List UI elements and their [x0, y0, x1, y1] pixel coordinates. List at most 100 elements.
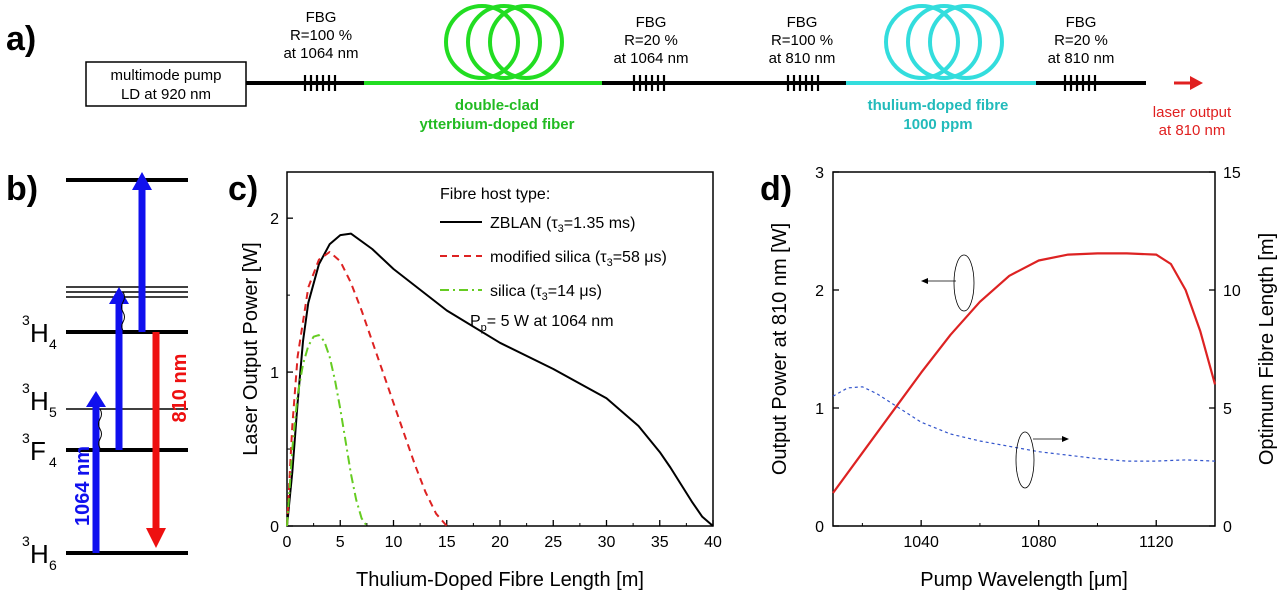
pump-wavelength-label: 1064 nm	[72, 446, 94, 526]
level-label-3h5: 3 H 5	[22, 380, 57, 420]
fbg4-line2: R=20 %	[1054, 32, 1108, 49]
svg-text:3: 3	[22, 312, 30, 328]
plot-c-series-modified-silica	[286, 251, 448, 527]
fbg3-line2: R=100 %	[771, 32, 833, 49]
panel-label-d: d)	[760, 170, 792, 208]
energy-levels	[66, 178, 188, 555]
pump-power-annotation: Pp= 5 W at 1064 nm	[470, 313, 614, 334]
plot-c-xtick-label: 35	[651, 534, 669, 551]
plot-d-ylabel: Output Power at 810 nm [W]	[769, 223, 791, 475]
fbg-4: FBG R=20 % at 810 nm	[1048, 14, 1115, 91]
plot-c-series	[286, 232, 714, 527]
plot-d-ytick-label: 0	[815, 519, 824, 536]
svg-text:3: 3	[22, 533, 30, 549]
svg-text:F: F	[30, 436, 46, 466]
plot-c-xtick-label: 10	[385, 534, 403, 551]
laser-wavelength-label: 810 nm	[169, 354, 191, 423]
relaxation-squiggles	[98, 291, 125, 451]
panel-label-b: b)	[6, 170, 38, 208]
level-label-3f4: 3 F 4	[22, 430, 57, 470]
plot-c-legend: Fibre host type: ZBLAN (τ3=1.35 ms) modi…	[440, 186, 667, 334]
plot-d-series	[832, 252, 1217, 494]
axis-indicator-right	[1015, 431, 1069, 489]
fbg1-line1: FBG	[306, 9, 337, 26]
laser-arrow	[146, 332, 166, 548]
svg-text:4: 4	[49, 454, 57, 470]
fbg2-line1: FBG	[636, 14, 667, 31]
plot-d-ytick-label: 3	[815, 165, 824, 182]
plot-d-xtick-label: 1120	[1139, 534, 1174, 551]
plot-d-y2tick-label: 0	[1223, 519, 1232, 536]
fbg3-line1: FBG	[787, 14, 818, 31]
plot-c-series-silica	[286, 334, 368, 527]
fbg2-line2: R=20 %	[624, 32, 678, 49]
svg-text:6: 6	[49, 557, 57, 573]
plot-d-series-output-power	[832, 252, 1217, 494]
pump-box-line1: multimode pump	[111, 67, 222, 84]
svg-text:H: H	[30, 386, 49, 416]
plot-c-xtick-label: 5	[336, 534, 345, 551]
fbg-2: FBG R=20 % at 1064 nm	[613, 14, 689, 91]
plot-d-ticks: 1040 1080 1120 0 1 2 3 0 5 10 15	[815, 165, 1241, 551]
svg-text:4: 4	[49, 336, 57, 352]
axis-indicator-left	[921, 254, 975, 312]
plot-d-y2tick-label: 15	[1223, 165, 1241, 182]
plot-c-ylabel: Laser Output Power [W]	[240, 242, 262, 455]
plot-c-series-zblan	[286, 232, 714, 527]
plot-c-xtick-label: 40	[704, 534, 722, 551]
fbg2-line3: at 1064 nm	[613, 50, 688, 67]
plot-c-xlabel: Thulium-Doped Fibre Length [m]	[356, 569, 644, 591]
legend-silica: silica (τ3=14 μs)	[490, 283, 602, 303]
level-label-3h4: 3 H 4	[22, 312, 57, 352]
plot-c-xtick-label: 0	[283, 534, 292, 551]
plot-d-xlabel: Pump Wavelength [μm]	[920, 569, 1128, 591]
panel-label-a: a)	[6, 20, 36, 58]
svg-text:H: H	[30, 318, 49, 348]
plot-d-y2label: Optimum Fibre Length [m]	[1256, 233, 1278, 465]
svg-text:3: 3	[22, 380, 30, 396]
svg-text:H: H	[30, 539, 49, 569]
output-line1: laser output	[1153, 104, 1232, 121]
plot-c-ytick-label: 2	[270, 211, 279, 228]
fbg4-line1: FBG	[1066, 14, 1097, 31]
plot-c-ytick-label: 1	[270, 365, 279, 382]
yb-fibre-line1: double-clad	[455, 97, 539, 114]
laser-output-arrow	[1174, 76, 1203, 90]
thulium-fibre-coil	[884, 4, 1004, 80]
svg-text:5: 5	[49, 404, 57, 420]
panel-label-c: c)	[228, 170, 258, 208]
plot-c-xtick-label: 30	[598, 534, 616, 551]
ytterbium-fibre-coil	[444, 4, 564, 80]
tm-fibre-line1: thulium-doped fibre	[868, 97, 1009, 114]
fbg4-line3: at 810 nm	[1048, 50, 1115, 67]
plot-d-ytick-label: 2	[815, 283, 824, 300]
legend-title: Fibre host type:	[440, 186, 550, 203]
plot-c-xtick-label: 20	[491, 534, 509, 551]
plot-d-series-fibre-length	[832, 386, 1216, 462]
pump-arrows	[86, 172, 152, 553]
yb-fibre-line2: ytterbium-doped fiber	[419, 116, 574, 133]
legend-modified-silica: modified silica (τ3=58 μs)	[490, 249, 667, 269]
pump-box-line2: LD at 920 nm	[121, 86, 211, 103]
fbg-1: FBG R=100 % at 1064 nm	[283, 9, 359, 91]
tm-fibre-line2: 1000 ppm	[903, 116, 972, 133]
plot-d-ytick-label: 1	[815, 401, 824, 418]
svg-text:3: 3	[22, 430, 30, 446]
fbg3-line3: at 810 nm	[769, 50, 836, 67]
output-line2: at 810 nm	[1159, 122, 1226, 139]
plot-d-xtick-label: 1040	[903, 534, 939, 551]
plot-c-xtick-label: 15	[438, 534, 456, 551]
plot-d-frame	[832, 171, 1216, 527]
plot-d-y2tick-label: 10	[1223, 283, 1241, 300]
legend-zblan: ZBLAN (τ3=1.35 ms)	[490, 215, 635, 235]
fbg1-line3: at 1064 nm	[283, 45, 358, 62]
fbg1-line2: R=100 %	[290, 27, 352, 44]
plot-d-xtick-label: 1080	[1021, 534, 1057, 551]
plot-c-ticks: 0 5 10 15 20 25 30 35 40 0 1 2	[270, 211, 722, 551]
fbg-3: FBG R=100 % at 810 nm	[769, 14, 836, 91]
plot-c-ytick-label: 0	[270, 519, 279, 536]
plot-d-y2tick-label: 5	[1223, 401, 1232, 418]
plot-c-xtick-label: 25	[544, 534, 562, 551]
pump-box: multimode pump LD at 920 nm	[85, 61, 247, 107]
